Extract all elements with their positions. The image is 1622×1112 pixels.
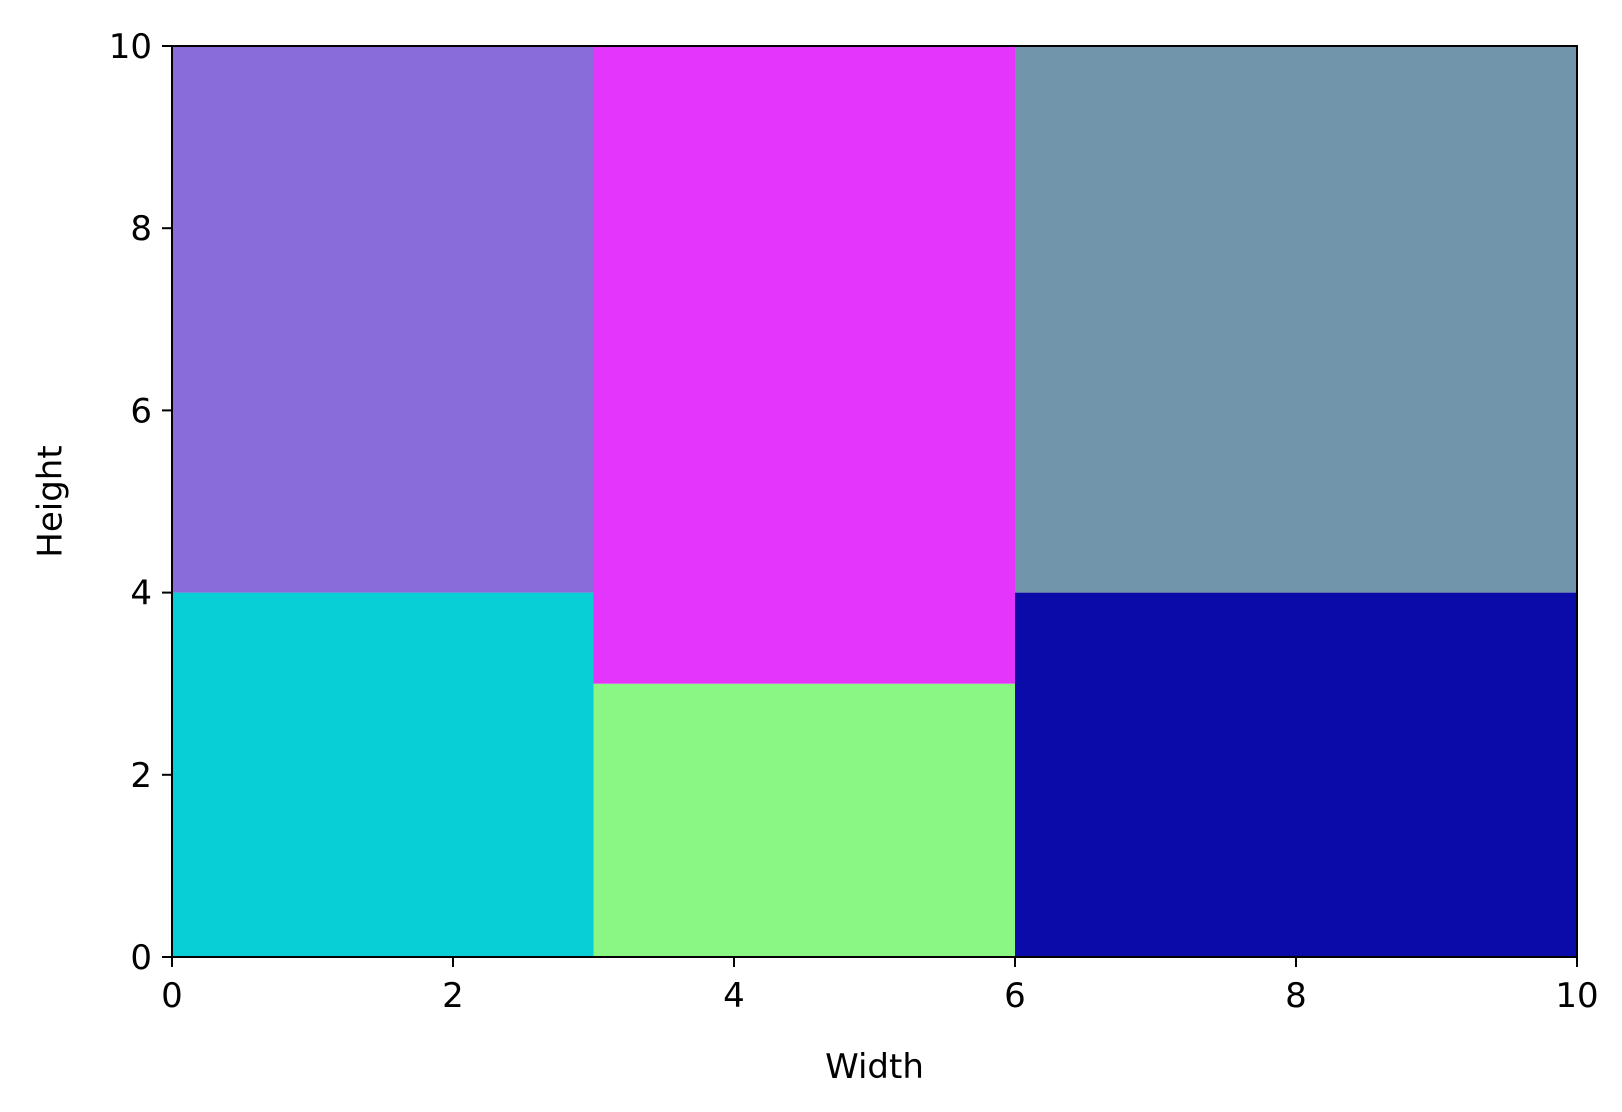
y-tick-label: 10	[109, 27, 152, 67]
x-tick-label: 2	[442, 976, 464, 1016]
treemap-rect-4	[1015, 592, 1577, 957]
treemap-rect-3	[593, 46, 1015, 684]
y-tick-label: 6	[130, 391, 152, 431]
ticks-layer: 0 2 4 6 8 10 0 2 4 6 8 10	[109, 27, 1599, 1016]
treemap-rect-0	[172, 592, 594, 957]
y-tick-label: 0	[130, 938, 152, 978]
x-tick-label: 8	[1285, 976, 1307, 1016]
x-tick-label: 10	[1555, 976, 1598, 1016]
x-tick-label: 4	[723, 976, 745, 1016]
y-tick-label: 4	[130, 574, 152, 614]
treemap-rect-5	[1015, 46, 1577, 593]
treemap-rect-2	[593, 683, 1015, 957]
plot-frame	[171, 45, 1578, 958]
x-axis-label: Width	[825, 1047, 924, 1087]
treemap-rect-1	[172, 46, 594, 593]
x-tick-label: 0	[161, 976, 183, 1016]
y-tick-label: 2	[130, 756, 152, 796]
y-axis-label: Height	[31, 445, 71, 557]
x-tick-label: 6	[1004, 976, 1026, 1016]
rectangles-layer	[172, 46, 1577, 957]
y-tick-label: 8	[130, 209, 152, 249]
